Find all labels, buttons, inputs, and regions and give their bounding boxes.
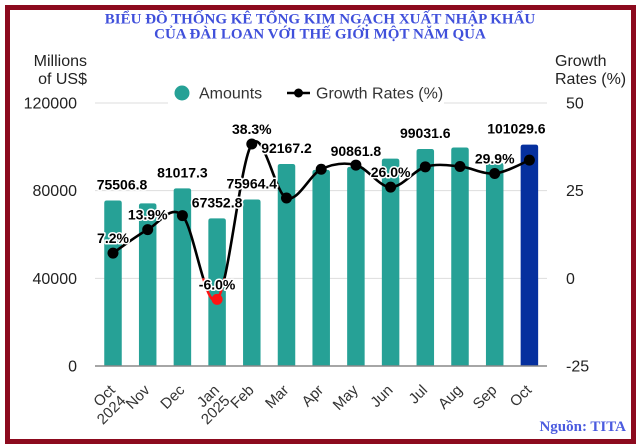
- growth-point-apr: [315, 163, 327, 175]
- bar-nov: [138, 203, 157, 366]
- legend: Amounts Growth Rates (%): [168, 82, 444, 104]
- bar-oct-2024: [104, 200, 122, 366]
- bar-mar: [277, 164, 296, 366]
- y-axis-title-line1: Millions: [34, 53, 87, 70]
- y2-axis-tick-label: 25: [566, 183, 584, 200]
- y2-axis-title-line1: Growth: [555, 53, 607, 70]
- growth-point-jun: [385, 181, 397, 193]
- bar-feb: [243, 199, 261, 366]
- growth-point-sep: [489, 167, 501, 179]
- growth-line-layer: [107, 138, 535, 305]
- y-axis-tick-label: 80000: [33, 183, 78, 200]
- amount-data-label: 75506.8: [97, 177, 148, 193]
- y-axis-tick-label: 120000: [24, 96, 77, 113]
- growth-point-aug: [454, 160, 466, 172]
- bar-apr: [312, 169, 330, 366]
- legend-label-growth-rates: Growth Rates (%): [316, 86, 443, 103]
- y2-axis-tick-label: 50: [566, 96, 584, 113]
- y-axis-tick-label: 0: [68, 359, 77, 376]
- bars: [104, 144, 539, 366]
- growth-data-label: 7.2%: [97, 230, 129, 246]
- bar-jul: [416, 148, 435, 366]
- chart-title-line2: CỦA ĐÀI LOAN VỚI THẾ GIỚI MỘT NĂM QUA: [154, 26, 486, 43]
- bar-aug: [451, 147, 469, 366]
- bar-oct: [520, 144, 539, 366]
- legend-swatch-marker-icon: [294, 88, 303, 98]
- y-axis-tick-label: 40000: [33, 271, 78, 288]
- bar-jun: [381, 158, 400, 366]
- amount-data-label: 99031.6: [400, 125, 451, 141]
- growth-data-label: 29.9%: [475, 150, 515, 166]
- legend-swatch-circle-icon: [174, 85, 190, 101]
- data-labels: 75506.8 81017.3 67352.8 75964.4 92167.2 90861…: [95, 119, 547, 294]
- amount-data-label: 81017.3: [157, 164, 208, 180]
- growth-point-jan-2025: [211, 293, 223, 305]
- growth-point-feb: [246, 138, 258, 150]
- amount-data-label: 75964.4: [226, 176, 277, 192]
- legend-item-amounts: Amounts: [174, 85, 262, 103]
- growth-point-jul: [419, 161, 431, 173]
- growth-data-label: 26.0%: [371, 164, 411, 180]
- amount-data-label: 67352.8: [192, 194, 243, 210]
- growth-point-may: [350, 159, 362, 171]
- legend-item-growth-rates: Growth Rates (%): [287, 86, 443, 103]
- growth-point-nov: [142, 224, 154, 236]
- chart-title-line1: BIỂU ĐỒ THỐNG KÊ TỔNG KIM NGẠCH XUẤT NHẬ…: [105, 10, 536, 28]
- growth-point-mar: [281, 192, 292, 204]
- y-axis-title-line2: of US$: [38, 71, 87, 88]
- source-note: Nguồn: TITA: [539, 419, 626, 435]
- tick-labels: 0 40000 80000 120000 -25 0 25 50: [24, 96, 590, 376]
- bar-may: [347, 166, 365, 366]
- y2-axis-title-line2: Rates (%): [555, 71, 626, 88]
- y2-axis-tick-label: -25: [566, 359, 589, 376]
- bar-jan-2025: [208, 218, 226, 366]
- growth-point-dec: [176, 210, 188, 222]
- bar-sep: [485, 162, 504, 366]
- growth-data-label: 38.3%: [232, 121, 272, 137]
- growth-point-oct: [523, 154, 535, 166]
- growth-data-label: 13.9%: [128, 207, 168, 223]
- amount-data-label: 90861.8: [331, 143, 382, 159]
- bar-dec: [173, 188, 192, 366]
- y2-axis-tick-label: 0: [566, 271, 575, 288]
- growth-point-oct-2024: [107, 247, 119, 259]
- amount-data-label: 92167.2: [261, 140, 312, 156]
- amount-data-label: 101029.6: [487, 121, 546, 137]
- legend-label-amounts: Amounts: [199, 86, 262, 103]
- growth-data-label: -6.0%: [199, 276, 236, 292]
